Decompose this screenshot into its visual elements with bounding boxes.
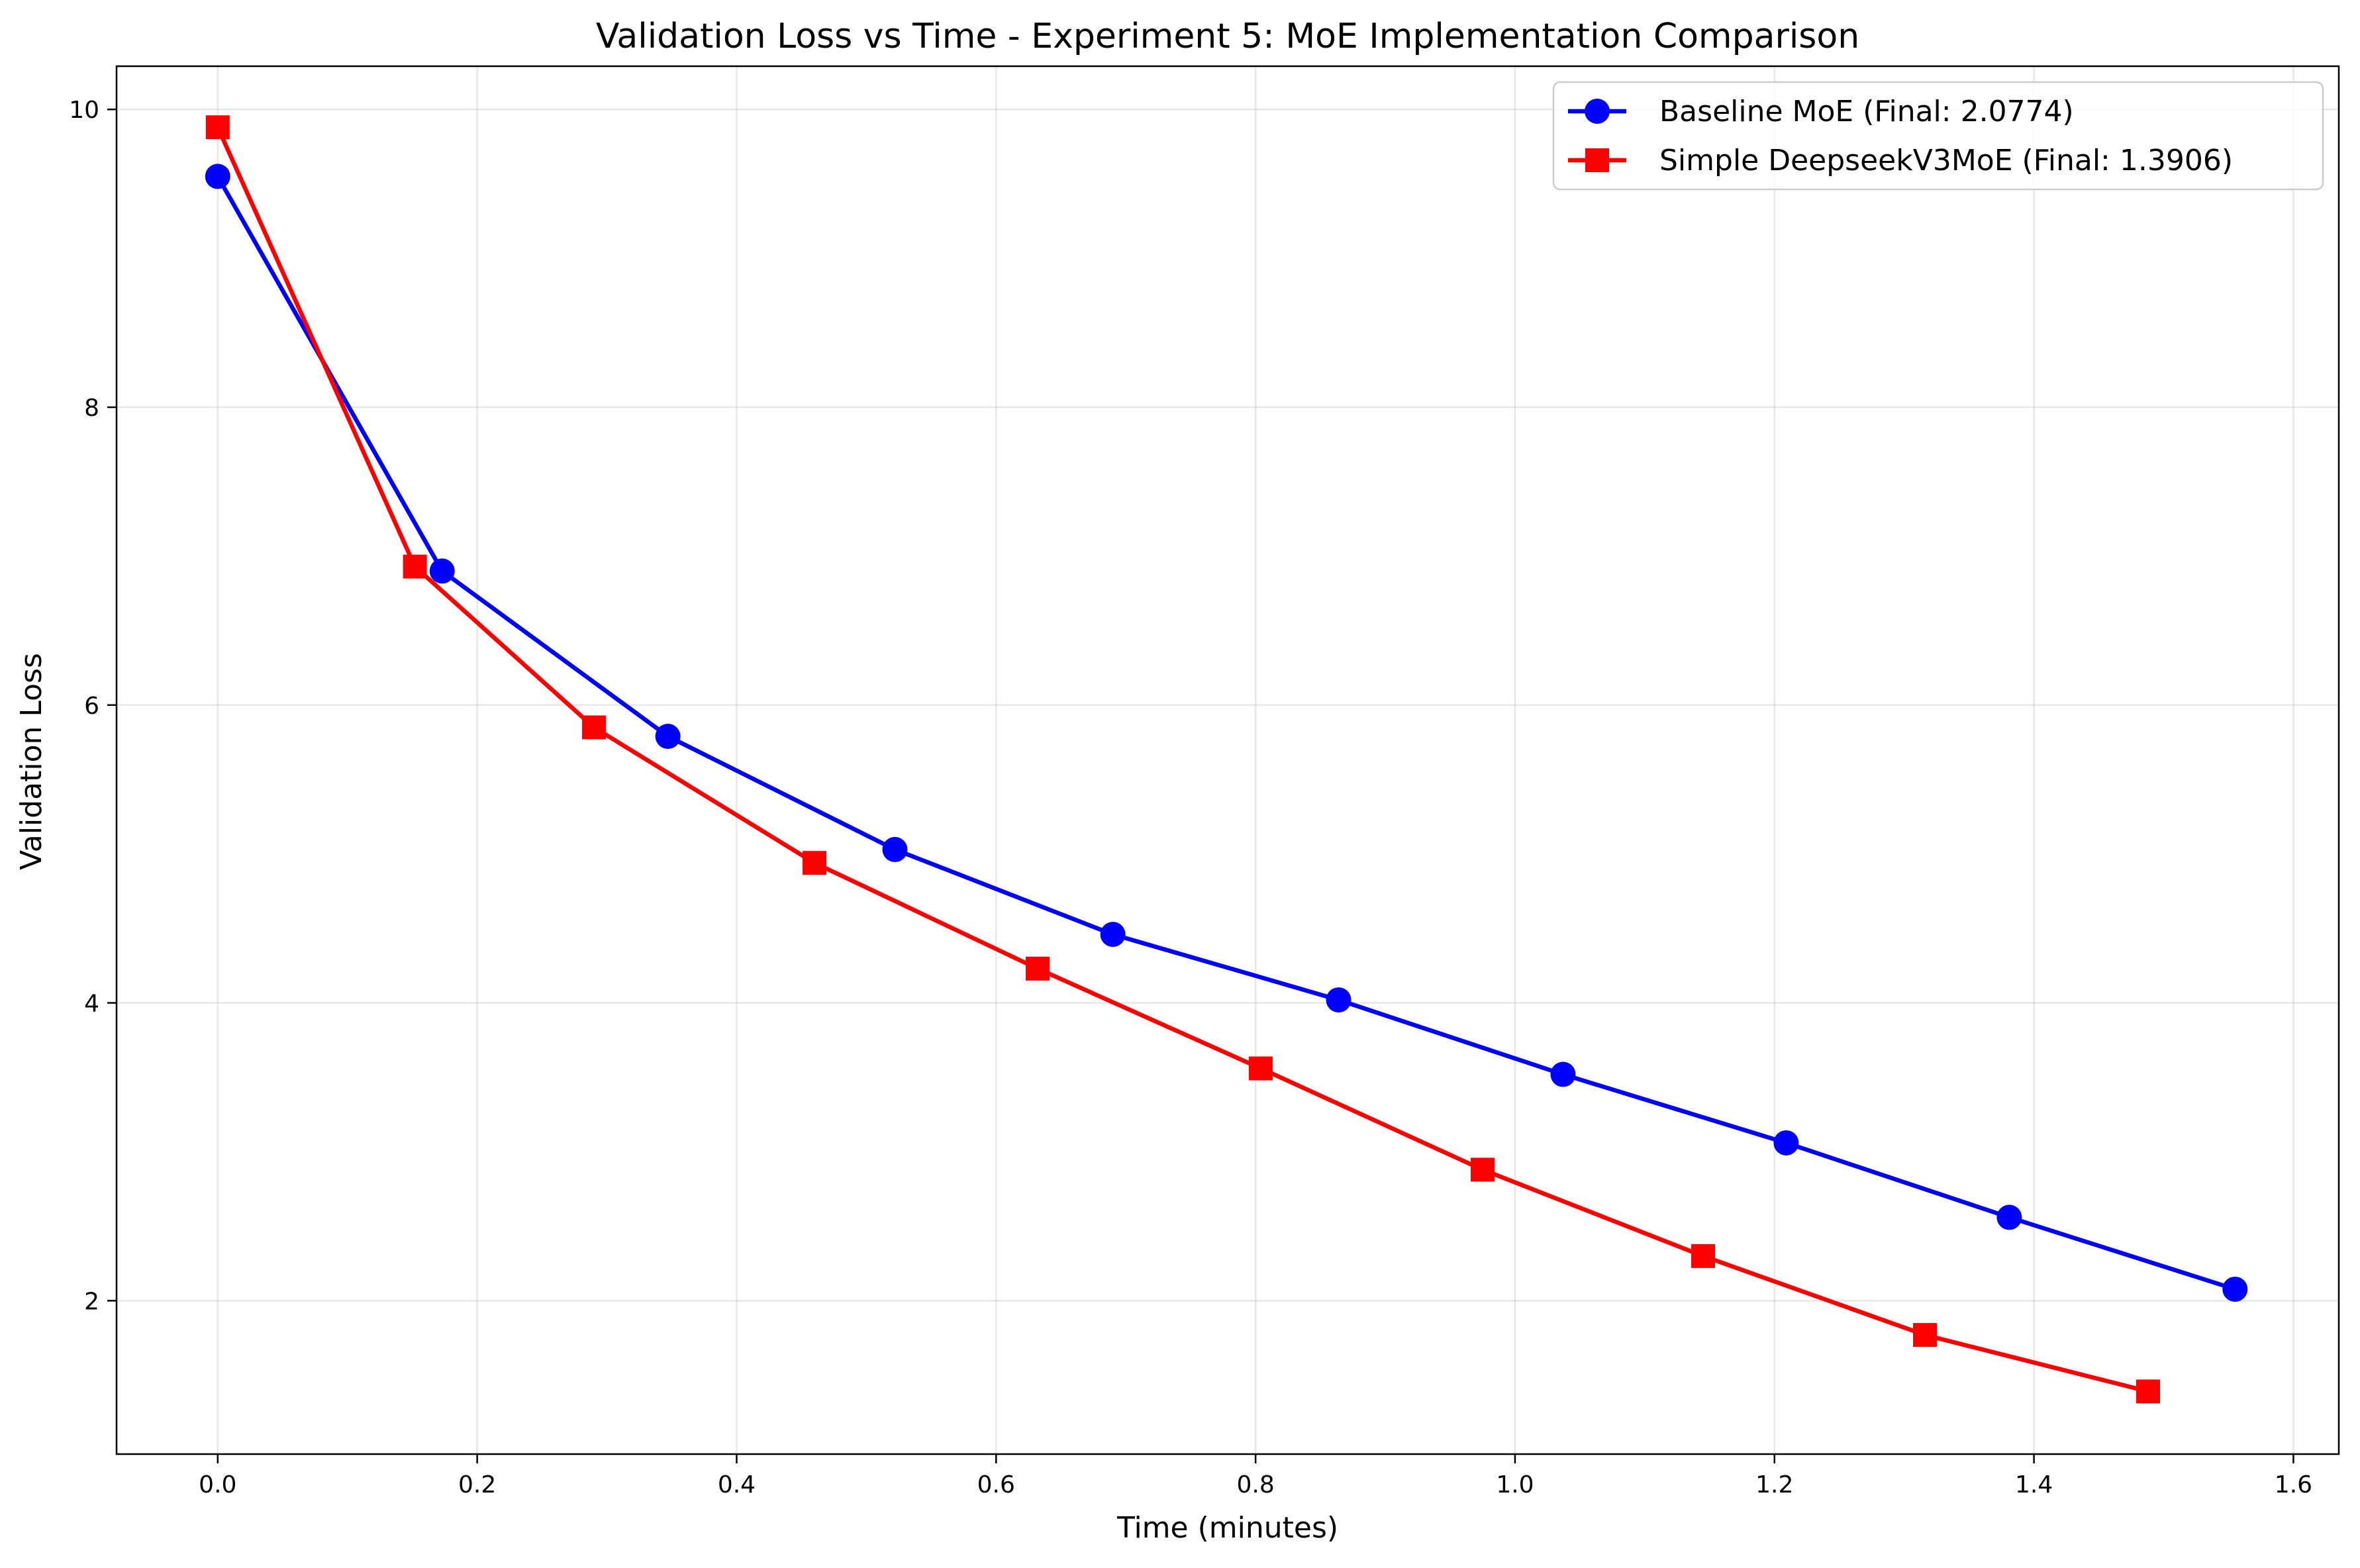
series-2-point bbox=[1470, 1157, 1495, 1182]
legend-marker bbox=[1585, 148, 1609, 172]
series-1-point bbox=[655, 724, 681, 750]
x-tick-label: 1.0 bbox=[1496, 1471, 1534, 1498]
legend: Baseline MoE (Final: 2.0774) Simple Deeps… bbox=[1552, 81, 2324, 191]
series-1-point bbox=[429, 558, 455, 584]
legend-marker bbox=[1585, 99, 1610, 124]
series-1-point bbox=[1326, 987, 1352, 1013]
legend-entry: Simple DeepseekV3MoE (Final: 1.3906) bbox=[1568, 144, 2233, 177]
x-tick-label: 1.6 bbox=[2275, 1471, 2312, 1498]
series-2-point bbox=[1025, 956, 1050, 981]
x-axis-ticks: 0.0 0.2 0.4 0.6 0.8 1.0 1.2 1.4 1.6 bbox=[199, 1454, 2312, 1498]
series-1-point bbox=[882, 836, 908, 862]
y-axis-ticks: 2 4 6 8 10 bbox=[69, 97, 117, 1315]
series-2-point bbox=[581, 715, 606, 740]
y-tick-label: 6 bbox=[84, 693, 99, 720]
y-tick-label: 10 bbox=[69, 97, 99, 124]
series-2 bbox=[205, 115, 2161, 1404]
y-tick-label: 4 bbox=[84, 991, 99, 1018]
series-2-point bbox=[1248, 1056, 1273, 1081]
x-tick-label: 1.2 bbox=[1755, 1471, 1793, 1498]
y-axis-label: Validation Loss bbox=[15, 653, 48, 870]
series-2-point bbox=[403, 554, 427, 579]
series-1-point bbox=[205, 164, 230, 189]
series-1 bbox=[205, 164, 2248, 1302]
series-1-point bbox=[1773, 1130, 1799, 1155]
x-axis-label: Time (minutes) bbox=[1116, 1511, 1338, 1545]
x-tick-label: 0.4 bbox=[718, 1471, 756, 1498]
series-2-line bbox=[215, 124, 2151, 1394]
x-tick-label: 0.8 bbox=[1236, 1471, 1274, 1498]
x-tick-label: 1.4 bbox=[2015, 1471, 2053, 1498]
legend-label: Baseline MoE (Final: 2.0774) bbox=[1659, 95, 2074, 128]
legend-entry: Baseline MoE (Final: 2.0774) bbox=[1568, 95, 2074, 128]
series-1-point bbox=[1996, 1204, 2022, 1230]
series-2-point bbox=[2136, 1379, 2161, 1404]
plot-area-frame bbox=[115, 65, 2340, 1455]
series-2-point bbox=[1913, 1323, 1938, 1348]
chart-title: Validation Loss vs Time - Experiment 5: … bbox=[596, 17, 1859, 56]
x-tick-label: 0.2 bbox=[458, 1471, 496, 1498]
legend-box bbox=[1552, 81, 2324, 191]
y-tick-label: 8 bbox=[84, 395, 99, 422]
series-2-point bbox=[1691, 1244, 1716, 1268]
legend-label: Simple DeepseekV3MoE (Final: 1.3906) bbox=[1659, 144, 2233, 177]
series-1-point bbox=[2222, 1276, 2248, 1302]
y-tick-label: 2 bbox=[84, 1288, 99, 1315]
series-2-point bbox=[803, 851, 827, 875]
series-1-point bbox=[1550, 1061, 1576, 1087]
series-layer bbox=[205, 115, 2248, 1404]
x-tick-label: 0.0 bbox=[199, 1471, 236, 1498]
series-2-point bbox=[205, 115, 230, 140]
series-1-line bbox=[215, 174, 2237, 1292]
series-1-point bbox=[1100, 922, 1126, 948]
x-tick-label: 0.6 bbox=[977, 1471, 1015, 1498]
